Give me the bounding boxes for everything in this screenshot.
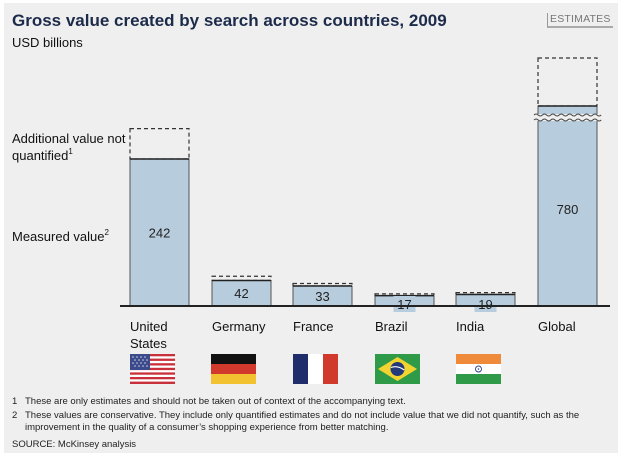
- category-label-germany: Germany: [212, 318, 265, 335]
- axis-break-mark: [533, 118, 602, 122]
- source-note: SOURCE: McKinsey analysis: [12, 438, 137, 450]
- category-label-france: France: [293, 318, 333, 335]
- footnote-ref-1: 1: [68, 147, 73, 156]
- value-label-bg: [393, 296, 416, 312]
- footnotes: 1 These are only estimates and should no…: [12, 396, 612, 451]
- footnote-text: These values are conservative. They incl…: [25, 409, 580, 434]
- footnote-number: 1: [12, 396, 18, 407]
- footnote-ref-2: 2: [104, 228, 109, 237]
- category-label-india: India: [456, 318, 484, 335]
- category-label-brazil: Brazil: [375, 318, 408, 335]
- footnote-text: These are only estimates and should not …: [25, 396, 406, 407]
- value-label-india: 19: [478, 297, 492, 312]
- germany-flag-icon: [211, 354, 256, 384]
- estimates-badge: ESTIMATES: [547, 13, 613, 28]
- value-label-bg: [474, 296, 497, 312]
- bar-additional-france: [292, 282, 353, 287]
- legend-additional-value: Additional value not quantified1: [12, 130, 132, 164]
- category-label-line: United: [130, 319, 168, 334]
- category-label-line: France: [293, 319, 334, 334]
- category-label-line: Global: [538, 319, 576, 334]
- category-label-line: India: [456, 319, 485, 334]
- value-label-germany: 42: [234, 286, 248, 301]
- category-label-global: Global: [538, 318, 576, 335]
- us-flag-icon: [130, 354, 175, 384]
- category-label-united-states: United States: [130, 318, 168, 352]
- value-label-united-states: 242: [149, 226, 171, 241]
- brazil-flag-icon: [375, 354, 420, 384]
- category-label-line: Germany: [212, 319, 266, 334]
- footnote-2: 2 These values are conservative. They in…: [12, 410, 612, 435]
- bar-additional-india: [455, 292, 516, 296]
- legend-measured-text: Measured value: [12, 229, 105, 244]
- value-label-brazil: 17: [397, 297, 411, 312]
- axis-break-mark: [533, 113, 602, 117]
- chart-title: Gross value created by search across cou…: [12, 11, 447, 30]
- footnote-number: 2: [12, 409, 18, 421]
- india-flag-icon: [456, 354, 501, 384]
- axis-break-gap: [535, 114, 600, 121]
- value-label-france: 33: [315, 289, 329, 304]
- bar-additional-united-states: [129, 128, 190, 160]
- category-label-line: States: [130, 336, 167, 351]
- category-label-line: Brazil: [375, 319, 408, 334]
- bar-additional-brazil: [374, 293, 435, 297]
- france-flag-icon: [293, 354, 338, 384]
- legend-measured-value: Measured value2: [12, 228, 109, 245]
- chart-subtitle: USD billions: [12, 35, 83, 50]
- bar-measured-united-states: [129, 158, 190, 307]
- legend-additional-text: Additional value not quantified: [12, 131, 126, 163]
- bar-additional-global: [537, 57, 598, 107]
- value-label-global: 780: [557, 202, 579, 217]
- footnote-1: 1 These are only estimates and should no…: [12, 396, 612, 409]
